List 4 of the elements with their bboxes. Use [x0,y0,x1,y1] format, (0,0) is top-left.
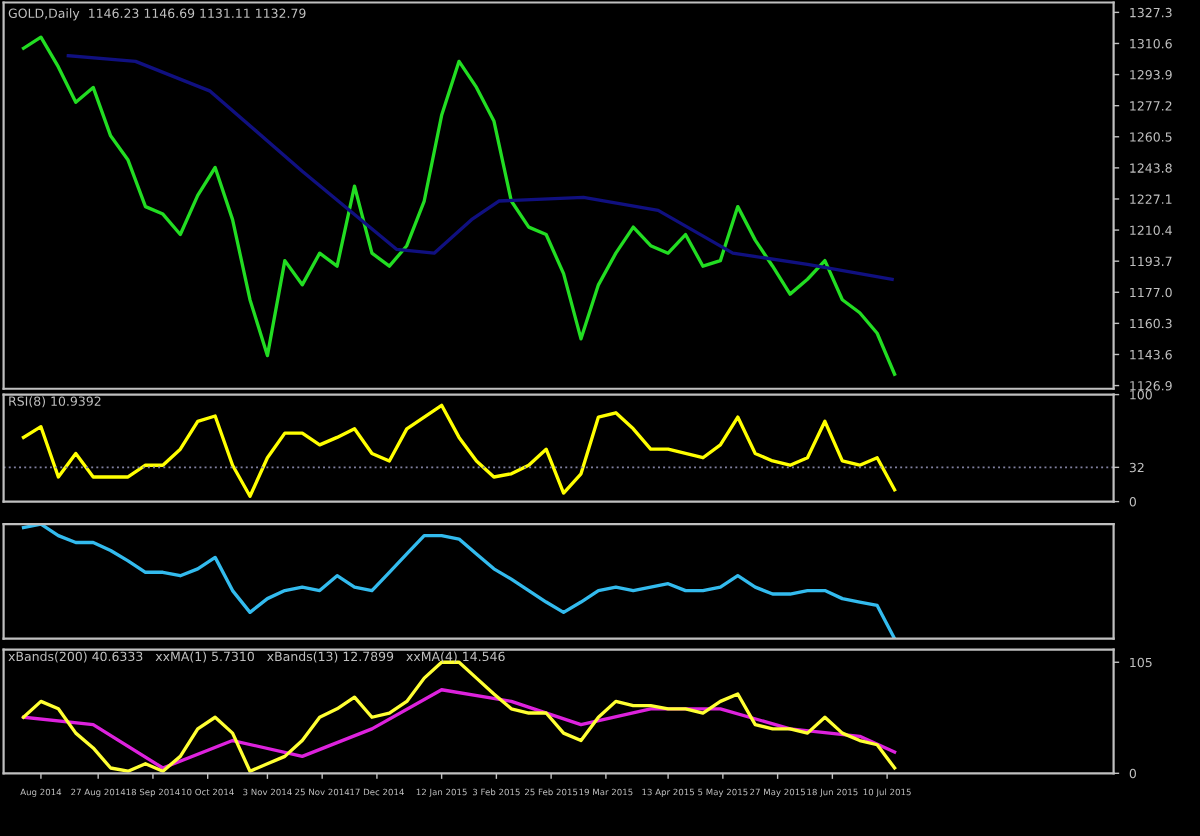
line-series [21,688,897,770]
line-series [21,660,897,773]
line-series [66,54,894,281]
line-series [21,35,897,376]
